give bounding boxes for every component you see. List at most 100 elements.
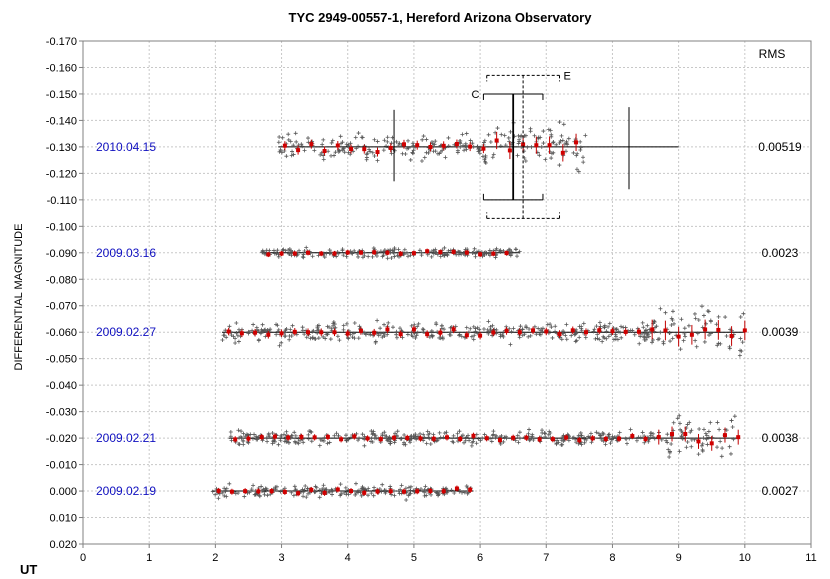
data-point [288, 250, 293, 255]
data-point [710, 435, 715, 440]
data-point [346, 336, 351, 341]
data-point [606, 334, 611, 339]
data-point [667, 330, 672, 335]
data-point [680, 436, 685, 441]
data-point [234, 321, 239, 326]
x-tick-label: 0 [80, 552, 86, 564]
bin-mean [415, 489, 420, 494]
data-point [352, 336, 357, 341]
bin-mean [676, 334, 681, 339]
data-point [427, 335, 432, 340]
data-point [390, 248, 395, 253]
bin-mean [306, 330, 311, 335]
data-point [302, 332, 307, 337]
data-point [293, 131, 298, 136]
y-tick-label: -0.070 [46, 301, 77, 313]
data-point [402, 247, 407, 252]
data-point [408, 157, 413, 162]
bin-mean [454, 486, 459, 491]
data-point [264, 435, 269, 440]
y-tick-label: -0.140 [46, 115, 77, 127]
data-point [506, 135, 511, 140]
data-point [260, 322, 265, 327]
data-point [382, 322, 387, 327]
data-point [612, 434, 617, 439]
data-point [695, 331, 700, 336]
bin-mean [398, 332, 403, 337]
data-point [293, 433, 298, 438]
data-point [607, 432, 612, 437]
data-point [564, 322, 569, 327]
data-point [541, 141, 546, 146]
data-point [283, 333, 288, 338]
data-point [667, 455, 672, 460]
data-point [362, 434, 367, 439]
bin-mean [438, 330, 443, 335]
data-point [370, 150, 375, 155]
data-point [480, 436, 485, 441]
bin-mean [597, 328, 602, 333]
bin-mean [306, 250, 311, 255]
data-point [697, 427, 702, 432]
data-point [236, 327, 241, 332]
bin-mean [590, 436, 595, 441]
data-point [581, 321, 586, 326]
data-point [275, 248, 280, 253]
data-point [618, 330, 623, 335]
data-point [524, 325, 529, 330]
data-point [336, 251, 341, 256]
data-point [274, 332, 279, 337]
data-point [389, 141, 394, 146]
data-point [488, 324, 493, 329]
data-point [428, 442, 433, 447]
data-point [475, 331, 480, 336]
data-point [558, 335, 563, 340]
data-point [611, 337, 616, 342]
data-point [406, 146, 411, 151]
data-point [346, 142, 351, 147]
data-point [471, 250, 476, 255]
data-point [406, 254, 411, 259]
data-point [283, 328, 288, 333]
bin-mean [524, 435, 529, 440]
bin-mean [229, 489, 234, 494]
data-point [354, 146, 359, 151]
data-point [569, 333, 574, 338]
data-point [291, 493, 296, 498]
data-point [672, 321, 677, 326]
series-rms-value: 0.0027 [762, 484, 799, 498]
data-point [527, 438, 532, 443]
y-tick-label: -0.020 [46, 433, 77, 445]
data-point [669, 323, 674, 328]
data-point [493, 248, 498, 253]
y-tick-label: -0.150 [46, 89, 77, 101]
data-point [574, 153, 579, 158]
data-point [382, 138, 387, 143]
data-point [362, 437, 367, 442]
data-point [597, 320, 602, 325]
data-point [273, 487, 278, 492]
data-point [224, 335, 229, 340]
data-point [397, 326, 402, 331]
data-point [604, 329, 609, 334]
data-point [559, 133, 564, 138]
data-point [668, 339, 673, 344]
data-point [378, 249, 383, 254]
data-point [284, 154, 289, 159]
bin-mean [544, 329, 549, 334]
data-point [421, 432, 426, 437]
data-point [536, 326, 541, 331]
data-point [532, 133, 537, 138]
data-point [302, 249, 307, 254]
bin-mean [507, 148, 512, 153]
data-point [498, 249, 503, 254]
data-point [593, 336, 598, 341]
series-date-label: 2010.04.15 [96, 140, 156, 154]
data-point [678, 347, 683, 352]
data-point [413, 432, 418, 437]
data-point [251, 483, 256, 488]
data-point [222, 486, 227, 491]
data-point [415, 330, 420, 335]
data-point [313, 336, 318, 341]
data-point [498, 332, 503, 337]
